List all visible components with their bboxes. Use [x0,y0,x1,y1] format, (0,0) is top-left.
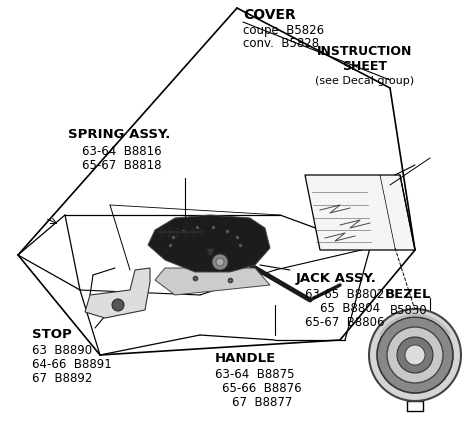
Circle shape [397,337,433,373]
Text: 65-67  B8806: 65-67 B8806 [305,316,384,329]
Text: 63-64  B8875: 63-64 B8875 [215,368,294,381]
Text: 65-66  B8876: 65-66 B8876 [222,382,301,395]
Polygon shape [148,215,270,272]
Text: HANDLE: HANDLE [215,352,276,365]
Text: STOP: STOP [32,328,72,341]
Text: BEZEL: BEZEL [385,288,431,301]
Circle shape [377,317,453,393]
Text: SPRING ASSY.: SPRING ASSY. [68,128,170,141]
Polygon shape [305,175,415,250]
Text: JACK ASSY.: JACK ASSY. [296,272,377,285]
Text: 63  B8890: 63 B8890 [32,344,92,357]
Circle shape [212,254,228,270]
Text: 67  B8892: 67 B8892 [32,372,92,385]
Circle shape [369,309,461,401]
Text: (see Decal group): (see Decal group) [315,76,415,86]
Text: 64-66  B8891: 64-66 B8891 [32,358,112,371]
Text: 63-64  B8816: 63-64 B8816 [82,145,162,158]
Circle shape [387,327,443,383]
Text: coupe  B5826: coupe B5826 [243,24,324,37]
Text: conv.  B5828: conv. B5828 [243,37,319,50]
Text: B5830: B5830 [390,304,428,317]
Text: 63-65  B8802: 63-65 B8802 [305,288,384,301]
Circle shape [405,345,425,365]
Text: 65  B8804: 65 B8804 [320,302,380,315]
Polygon shape [85,268,150,318]
Text: COVER: COVER [243,8,296,22]
Polygon shape [155,268,270,295]
Text: 67  B8877: 67 B8877 [232,396,292,409]
Circle shape [112,299,124,311]
Text: INSTRUCTION: INSTRUCTION [317,45,413,58]
Circle shape [216,258,224,266]
Text: SHEET: SHEET [343,60,388,73]
Text: 65-67  B8818: 65-67 B8818 [82,159,162,172]
